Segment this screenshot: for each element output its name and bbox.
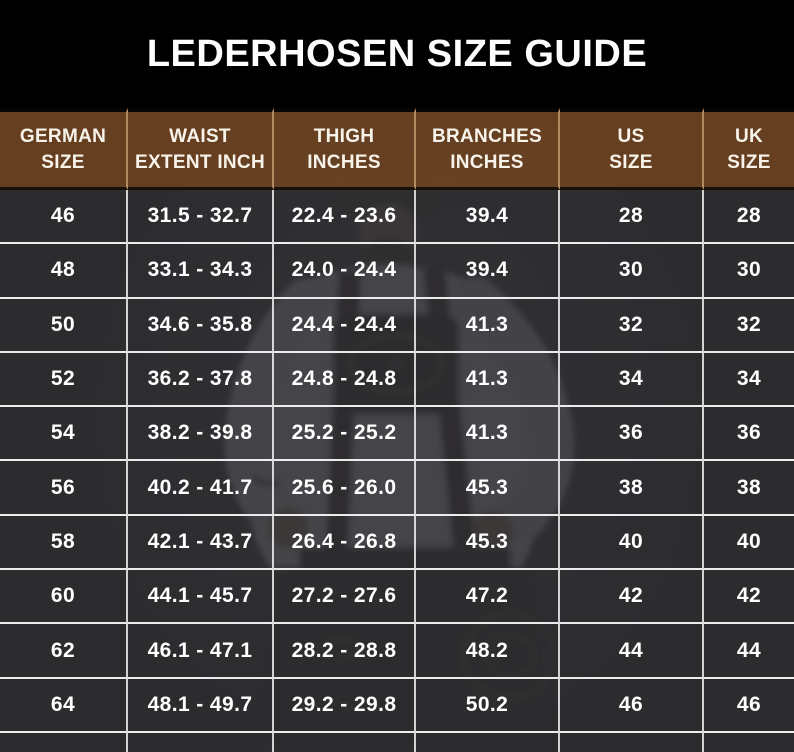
table-cell: 50.2: [416, 678, 560, 733]
table-cell: 48.1 - 49.7: [128, 678, 274, 733]
table-cell: 46: [560, 678, 704, 733]
size-table: GERMAN SIZE WAIST EXTENT INCH THIGH INCH…: [0, 108, 794, 752]
table-cell: 54: [0, 407, 128, 462]
table-cell: 31.5 - 32.7: [128, 190, 274, 245]
table-cell: 28.2 - 28.8: [274, 624, 416, 679]
table-cell: 38: [560, 461, 704, 516]
table-cell: 38.2 - 39.8: [128, 407, 274, 462]
table-cell: 38: [704, 461, 794, 516]
table-cell: 52: [0, 352, 128, 408]
table-cell: 36: [560, 407, 704, 462]
column-header-us-size: US SIZE: [560, 108, 704, 190]
table-cell: 33.1 - 34.3: [128, 244, 274, 299]
table-cell: 30: [560, 244, 704, 299]
table-cell: 32: [704, 298, 794, 353]
table-cell: 36.2 - 37.8: [128, 352, 274, 408]
table-cell: 42: [704, 570, 794, 625]
table-cell: 48: [0, 244, 128, 299]
table-cell: 41.3: [416, 298, 560, 353]
title-band: LEDERHOSEN SIZE GUIDE: [0, 0, 794, 108]
table-cell: 64: [0, 678, 128, 733]
table-cell: 22.4 - 23.6: [274, 190, 416, 245]
table-cell: 32: [560, 298, 704, 353]
table-cell: 60: [0, 570, 128, 625]
table-cell: 42: [560, 570, 704, 625]
table-cell: 46.1 - 47.1: [128, 624, 274, 679]
column-header-uk-size: UK SIZE: [704, 108, 794, 190]
table-cell: 28: [560, 190, 704, 245]
table-cell: 40.2 - 41.7: [128, 461, 274, 516]
table-cell: 40: [560, 515, 704, 571]
table-cell: 28: [704, 190, 794, 245]
table-cell: 45.3: [416, 461, 560, 516]
table-cell: 56: [0, 461, 128, 516]
table-cell: 25.6 - 26.0: [274, 461, 416, 516]
column-header-branches-inches: BRANCHES INCHES: [416, 108, 560, 190]
table-cell: 24.4 - 24.4: [274, 298, 416, 353]
table-cell: 34: [704, 352, 794, 408]
table-cell: 41.3: [416, 352, 560, 408]
table-cell: 48.2: [416, 624, 560, 679]
column-header-thigh-inches: THIGH INCHES: [274, 108, 416, 190]
table-cell-empty: [416, 732, 560, 752]
table-cell-empty: [0, 732, 128, 752]
table-cell-empty: [560, 732, 704, 752]
table-cell: 36: [704, 407, 794, 462]
table-cell: 44: [560, 624, 704, 679]
table-cell: 42.1 - 43.7: [128, 515, 274, 571]
column-header-waist-extent: WAIST EXTENT INCH: [128, 108, 274, 190]
table-cell-empty: [704, 732, 794, 752]
table-cell: 39.4: [416, 190, 560, 245]
table-cell-empty: [128, 732, 274, 752]
table-cell: 24.8 - 24.8: [274, 352, 416, 408]
table-cell: 62: [0, 624, 128, 679]
table-cell: 44.1 - 45.7: [128, 570, 274, 625]
table-cell: 30: [704, 244, 794, 299]
column-header-german-size: GERMAN SIZE: [0, 108, 128, 190]
table-cell: 27.2 - 27.6: [274, 570, 416, 625]
table-cell: 29.2 - 29.8: [274, 678, 416, 733]
page-title: LEDERHOSEN SIZE GUIDE: [146, 32, 648, 75]
table-cell: 46: [704, 678, 794, 733]
table-cell: 25.2 - 25.2: [274, 407, 416, 462]
table-cell: 46: [0, 190, 128, 245]
table-cell: 45.3: [416, 515, 560, 571]
table-cell: 26.4 - 26.8: [274, 515, 416, 571]
table-cell: 41.3: [416, 407, 560, 462]
table-cell: 47.2: [416, 570, 560, 625]
table-cell: 34.6 - 35.8: [128, 298, 274, 353]
table-cell: 39.4: [416, 244, 560, 299]
table-cell: 40: [704, 515, 794, 571]
table-cell: 24.0 - 24.4: [274, 244, 416, 299]
table-cell: 34: [560, 352, 704, 408]
table-cell: 44: [704, 624, 794, 679]
table-cell: 58: [0, 515, 128, 571]
table-cell-empty: [274, 732, 416, 752]
table-cell: 50: [0, 298, 128, 353]
